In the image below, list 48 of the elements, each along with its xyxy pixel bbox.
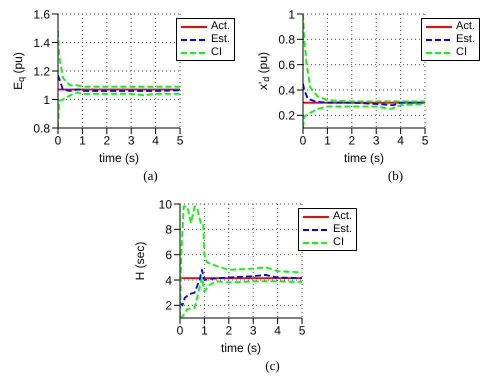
x-axis-title: time (s) (221, 341, 262, 355)
legend-label: CI (211, 46, 222, 59)
legend-label: Est. (333, 223, 352, 236)
x-tick-label: 2 (103, 134, 110, 148)
x-tick-label: 5 (176, 134, 184, 148)
y-tick-label: 2 (165, 298, 172, 313)
y-tick-label: 0.2 (278, 108, 296, 123)
y-tick-label: 0.4 (278, 83, 296, 98)
x-tick-label: 2 (225, 324, 232, 338)
y-tick-label: 0.8 (278, 32, 296, 47)
x-tick-label: 0 (54, 134, 62, 148)
x-tick-label: 3 (250, 324, 257, 338)
text: (a) (142, 168, 159, 184)
x-tick-label: 5 (422, 134, 429, 148)
x-tick-label: 2 (348, 134, 356, 148)
legend-label: CI (456, 46, 468, 59)
x-tick-label: 3 (372, 134, 380, 148)
y-tick-label: 1.2 (33, 64, 50, 78)
y-tick-label: 1 (43, 92, 50, 107)
x-tick-label: 0 (300, 134, 307, 148)
x-tick-label: 3 (128, 134, 135, 148)
legend-label: Act. (456, 20, 475, 33)
y-tick-label: 1.6 (33, 7, 50, 22)
text: (b) (386, 168, 404, 184)
legend-label: Est. (211, 33, 230, 46)
y-tick-label: 10 (158, 197, 172, 212)
x-tick-label: 5 (298, 324, 306, 338)
text: (c) (264, 358, 281, 374)
y-tick-label: 1 (288, 7, 296, 22)
x-axis-title: time (s) (344, 151, 384, 165)
legend-label: Act. (333, 210, 352, 223)
y-tick-label: 8 (165, 222, 172, 237)
x-tick-label: 0 (176, 324, 184, 338)
x-tick-label: 4 (397, 134, 404, 148)
y-tick-label: 6 (165, 248, 172, 262)
y-tick-label: 0.8 (33, 121, 50, 136)
y-axis-title: H (sec) (133, 242, 147, 280)
y-tick-label: 1.4 (33, 36, 50, 50)
x-tick-label: 1 (201, 324, 208, 338)
legend-label: Act. (211, 20, 230, 33)
legend-label: Est. (456, 33, 475, 46)
y-tick-label: 4 (165, 273, 172, 288)
y-tick-label: 0.6 (278, 58, 296, 72)
x-tick-label: 1 (79, 134, 86, 148)
legend-label: CI (333, 236, 344, 249)
x-tick-label: 1 (324, 134, 332, 148)
x-tick-label: 4 (152, 134, 160, 148)
x-axis-title: time (s) (99, 151, 140, 165)
